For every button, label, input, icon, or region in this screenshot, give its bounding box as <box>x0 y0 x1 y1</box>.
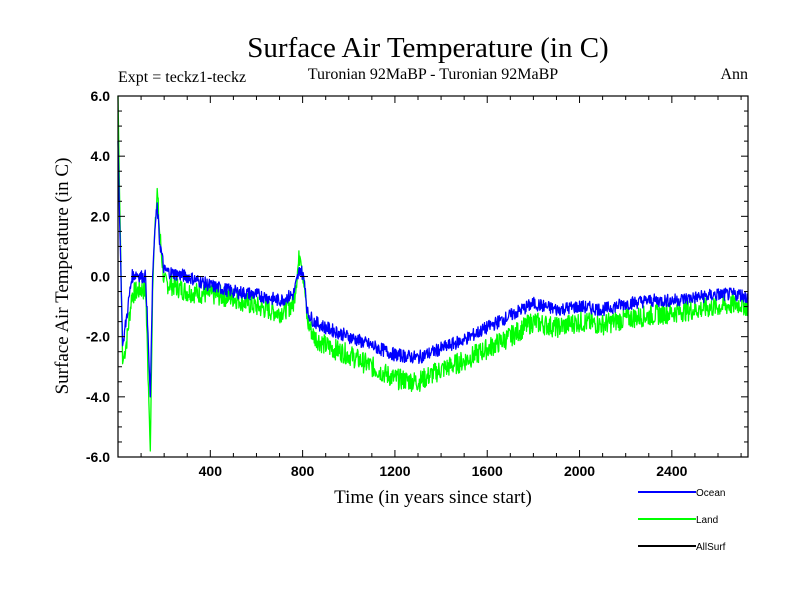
expt-label: Expt = teckz1-teckz <box>118 69 246 86</box>
y-tick-label: 2.0 <box>91 208 111 224</box>
data-layer <box>117 95 749 452</box>
x-tick-label: 1600 <box>472 463 503 479</box>
x-tick-label: 2000 <box>564 463 595 479</box>
series-line-land <box>117 95 749 452</box>
x-tick-label: 800 <box>291 463 315 479</box>
y-tick-label: 6.0 <box>91 88 111 104</box>
season-label: Ann <box>720 66 748 83</box>
x-axis-label: Time (in years since start) <box>334 487 532 508</box>
legend: Ocean Land AllSurf <box>638 488 726 553</box>
legend-label-allsurf: AllSurf <box>696 542 726 553</box>
y-tick-label: -2.0 <box>86 329 110 345</box>
chart-title: Surface Air Temperature (in C) <box>247 32 608 64</box>
axes-layer: -6.0 -4.0 -2.0 0.0 2.0 4.0 6.0 400 800 1200 1600 20… <box>86 88 748 479</box>
x-tick-label: 400 <box>199 463 223 479</box>
y-tick-label: -4.0 <box>86 389 110 405</box>
y-tick-label: -6.0 <box>86 449 110 465</box>
series-line-ocean <box>117 141 749 398</box>
y-tick-label: 0.0 <box>91 269 111 285</box>
y-tick-label: 4.0 <box>91 148 111 164</box>
legend-label-ocean: Ocean <box>696 488 725 499</box>
subtitle: Turonian 92MaBP - Turonian 92MaBP <box>308 66 559 83</box>
x-tick-label: 2400 <box>656 463 687 479</box>
y-axis-label: Surface Air Temperature (in C) <box>52 158 73 395</box>
legend-label-land: Land <box>696 515 718 526</box>
x-tick-label: 1200 <box>379 463 410 479</box>
